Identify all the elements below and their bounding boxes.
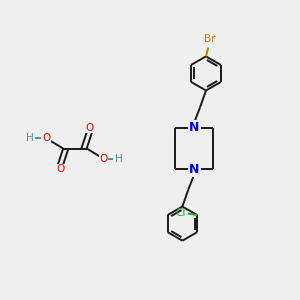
Text: O: O	[42, 133, 50, 143]
Text: Br: Br	[204, 34, 215, 44]
Text: O: O	[85, 123, 94, 133]
Text: H: H	[26, 133, 34, 143]
Text: O: O	[56, 164, 64, 174]
Text: O: O	[100, 154, 108, 164]
Text: Cl: Cl	[176, 208, 186, 218]
Text: N: N	[189, 122, 200, 134]
Text: N: N	[189, 163, 200, 176]
Text: H: H	[115, 154, 123, 164]
